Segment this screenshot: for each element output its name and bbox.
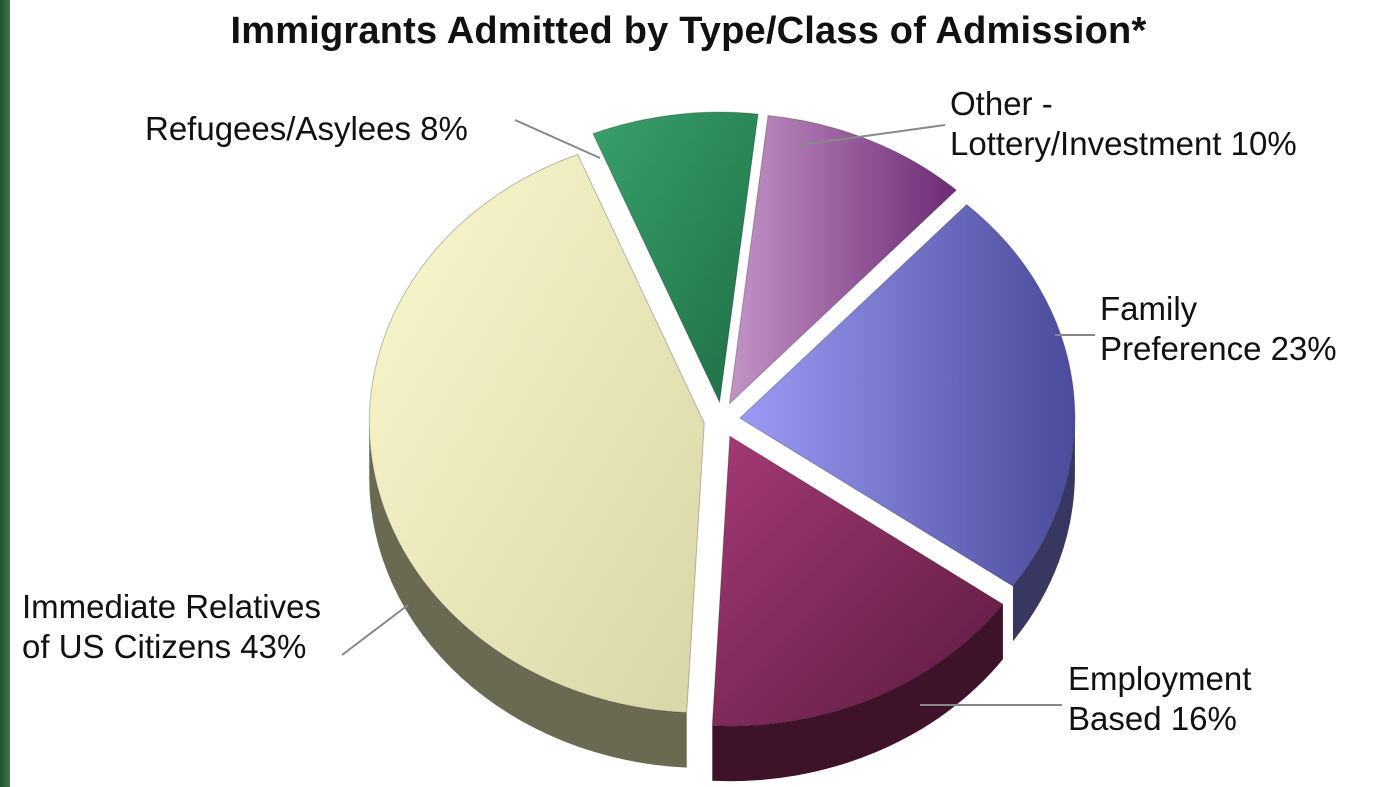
slice-label-family-preference: Preference 23% [1100, 330, 1337, 367]
slice-label-other-lottery: Other - [950, 85, 1053, 122]
pie-slice-other-lottery [728, 115, 958, 405]
pie-slice-immediate-relatives [368, 153, 705, 714]
slice-label-employment-based: Based 16% [1068, 700, 1237, 737]
slice-label-employment-based: Employment [1068, 660, 1251, 697]
pie-slice-refugees-asylees [592, 111, 759, 404]
slice-label-family-preference: Family [1100, 290, 1198, 327]
pie-slice-family-preference [739, 203, 1076, 587]
pie-side-immediate-relatives [369, 423, 687, 768]
chart-title: Immigrants Admitted by Type/Class of Adm… [230, 10, 1147, 52]
leader-line-immediate-relatives [341, 604, 409, 656]
pie-side-family-preference [1012, 418, 1075, 642]
slice-label-refugees-asylees: Refugees/Asylees 8% [145, 110, 468, 147]
pie-side-employment-based [712, 604, 1003, 782]
leader-line-refugees-asylees [514, 119, 601, 159]
slice-label-other-lottery: Lottery/Investment 10% [950, 125, 1297, 162]
slice-label-immediate-relatives: of US Citizens 43% [22, 628, 306, 665]
pie-slice-employment-based [711, 435, 1004, 727]
frame-border-left [0, 0, 10, 787]
slice-label-immediate-relatives: Immediate Relatives [22, 588, 321, 625]
leader-line-other-lottery [799, 124, 946, 146]
